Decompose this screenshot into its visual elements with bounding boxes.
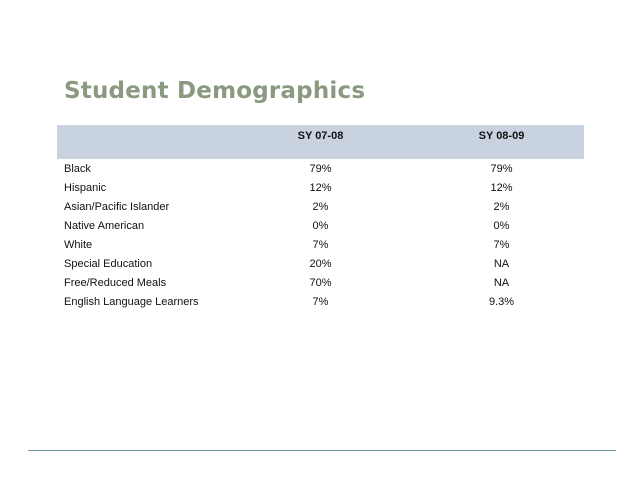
cell-sy-08-09: 12%	[490, 182, 513, 194]
slide-title: Student Demographics	[64, 78, 366, 104]
cell-sy-07-08: 7%	[312, 296, 329, 308]
cell-sy-08-09: NA	[493, 277, 510, 289]
cell-sy-07-08: 7%	[312, 239, 329, 251]
row-label: Hispanic	[64, 182, 107, 194]
table-row: English Language Learners 7% 9.3%	[57, 293, 584, 312]
cell-sy-08-09: NA	[493, 258, 510, 270]
column-header-sy-07-08: SY 07-08	[297, 130, 344, 142]
cell-sy-07-08: 0%	[312, 220, 329, 232]
footer-divider	[28, 450, 616, 451]
table-row: Hispanic 12% 12%	[57, 179, 584, 198]
demographics-table-body: Black 79% 79% Hispanic 12% 12% Asian/Pac…	[57, 160, 584, 312]
row-label: White	[64, 239, 93, 251]
row-label: Free/Reduced Meals	[64, 277, 167, 289]
cell-sy-08-09: 0%	[493, 220, 510, 232]
cell-sy-07-08: 2%	[312, 201, 329, 213]
table-row: Native American 0% 0%	[57, 217, 584, 236]
table-row: Black 79% 79%	[57, 160, 584, 179]
row-label: Special Education	[64, 258, 153, 270]
cell-sy-07-08: 79%	[309, 163, 332, 175]
row-label: Black	[64, 163, 91, 175]
table-header: SY 07-08 SY 08-09	[57, 125, 584, 159]
row-label: English Language Learners	[64, 296, 199, 308]
row-label: Asian/Pacific Islander	[64, 201, 170, 213]
cell-sy-07-08: 20%	[309, 258, 332, 270]
table-row: White 7% 7%	[57, 236, 584, 255]
table-row: Asian/Pacific Islander 2% 2%	[57, 198, 584, 217]
cell-sy-08-09: 9.3%	[488, 296, 515, 308]
column-header-sy-08-09: SY 08-09	[478, 130, 525, 142]
cell-sy-08-09: 2%	[493, 201, 510, 213]
cell-sy-08-09: 7%	[493, 239, 510, 251]
cell-sy-07-08: 70%	[309, 277, 332, 289]
table-row: Free/Reduced Meals 70% NA	[57, 274, 584, 293]
cell-sy-08-09: 79%	[490, 163, 513, 175]
table-row: Special Education 20% NA	[57, 255, 584, 274]
row-label: Native American	[64, 220, 145, 232]
cell-sy-07-08: 12%	[309, 182, 332, 194]
